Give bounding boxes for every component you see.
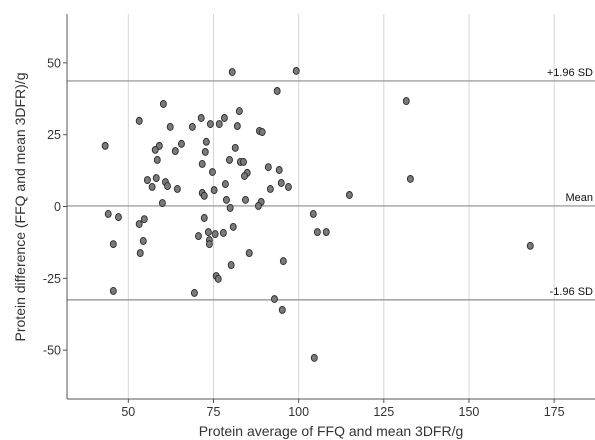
data-point: [204, 228, 212, 237]
x-tick-label: 125: [373, 405, 394, 419]
data-point: [159, 99, 167, 108]
data-point: [313, 228, 321, 237]
data-point: [402, 97, 410, 106]
data-point: [190, 289, 198, 297]
data-point: [114, 213, 122, 222]
data-point: [275, 166, 283, 174]
x-tick-label: 175: [544, 405, 565, 419]
data-point: [264, 163, 272, 172]
axes: [63, 14, 595, 403]
data-point: [158, 199, 166, 208]
data-point: [135, 220, 143, 228]
data-point: [178, 139, 185, 148]
data-point: [206, 120, 214, 128]
data-point: [195, 232, 202, 241]
data-point: [166, 122, 174, 131]
data-point: [173, 185, 181, 193]
y-tick-label: -50: [43, 344, 61, 358]
tick-labels: 50 75 100 125 150 175 50 25 0 -25 -50: [43, 56, 565, 419]
data-point: [242, 195, 249, 204]
x-tick-label: 100: [288, 405, 309, 419]
y-axis-title: Protein difference (FFQ and mean 3DFR)/g: [12, 73, 28, 342]
reference-lines: +1.96 SD Mean -1.96 SD: [67, 67, 595, 301]
data-point: [226, 156, 233, 164]
data-point: [292, 66, 300, 75]
data-point: [266, 185, 274, 193]
data-point: [277, 178, 285, 187]
data-point: [109, 287, 117, 295]
data-point: [309, 210, 317, 218]
x-tick-label: 150: [459, 405, 480, 419]
data-point: [109, 240, 117, 249]
data-point: [222, 195, 230, 204]
data-point: [258, 128, 266, 137]
data-point: [215, 120, 223, 128]
y-tick-label: 50: [47, 56, 61, 70]
data-point: [151, 145, 159, 154]
data-point: [198, 160, 206, 168]
data-point: [153, 156, 161, 164]
data-point: [279, 257, 287, 266]
data-point: [171, 147, 179, 155]
y-tick-label: 25: [47, 128, 61, 142]
data-point: [240, 158, 247, 166]
data-point: [220, 114, 228, 122]
data-point: [221, 180, 229, 189]
data-point: [200, 191, 208, 200]
data-point: [104, 210, 112, 218]
data-point: [101, 141, 109, 150]
data-point: [219, 228, 227, 237]
data-point: [271, 295, 278, 303]
reference-label-mean: Mean: [565, 192, 593, 204]
data-point: [526, 241, 534, 250]
y-tick-label: 0: [54, 200, 61, 214]
data-point: [152, 174, 160, 183]
data-point: [310, 353, 318, 362]
data-point: [135, 116, 143, 125]
data-point: [202, 137, 210, 146]
y-tick-label: -25: [43, 272, 61, 286]
data-point: [278, 305, 286, 314]
data-point: [188, 122, 196, 131]
data-point: [235, 107, 243, 116]
data-point: [143, 176, 151, 185]
data-point: [209, 168, 216, 176]
data-point: [254, 201, 262, 210]
data-point: [273, 87, 281, 95]
data-point: [200, 214, 208, 222]
data-point: [214, 274, 222, 283]
data-point: [406, 174, 414, 183]
data-point: [233, 122, 241, 131]
x-tick-label: 75: [207, 405, 221, 419]
x-tick-label: 50: [121, 405, 135, 419]
data-point: [229, 222, 237, 231]
data-point: [231, 143, 239, 152]
x-axis-title: Protein average of FFQ and mean 3DFR/g: [199, 423, 464, 439]
data-point: [241, 172, 248, 180]
data-point: [164, 182, 171, 191]
data-point: [227, 261, 235, 270]
data-point: [245, 249, 253, 257]
reference-label-1-96-sd: +1.96 SD: [547, 67, 593, 79]
data-point: [140, 215, 148, 224]
data-point: [322, 228, 330, 237]
data-point: [284, 183, 292, 191]
data-point: [139, 237, 147, 245]
data-point: [228, 68, 236, 76]
data-point: [148, 183, 156, 191]
data-point: [345, 191, 353, 199]
data-points: [101, 66, 534, 362]
data-point: [211, 230, 219, 239]
reference-label-1-96-sd: -1.96 SD: [550, 286, 593, 298]
data-point: [205, 240, 213, 249]
data-point: [201, 147, 209, 156]
data-point: [210, 186, 218, 195]
data-point: [226, 203, 234, 212]
data-point: [136, 249, 144, 257]
data-point: [197, 114, 205, 122]
